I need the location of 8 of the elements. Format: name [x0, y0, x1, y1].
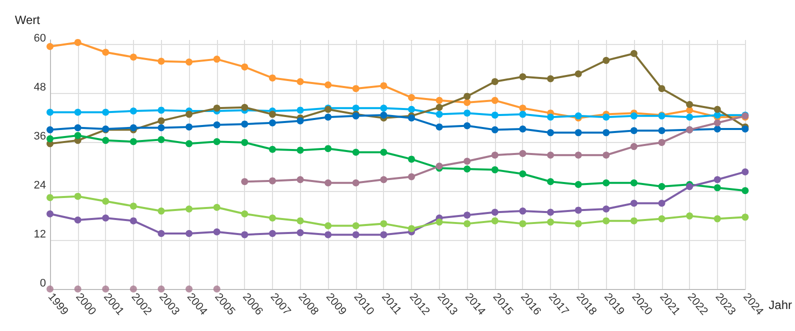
y-tick-label: 24 [34, 180, 46, 192]
y-tick-label: 60 [34, 32, 46, 45]
y-tick-label: 0 [40, 278, 46, 290]
y-tick-label: 12 [34, 228, 46, 241]
y-axis-title: Wert [14, 13, 41, 27]
y-tick-label: 36 [34, 130, 46, 143]
x-axis-title: Jahr [768, 298, 792, 312]
y-tick-label: 48 [34, 82, 46, 94]
